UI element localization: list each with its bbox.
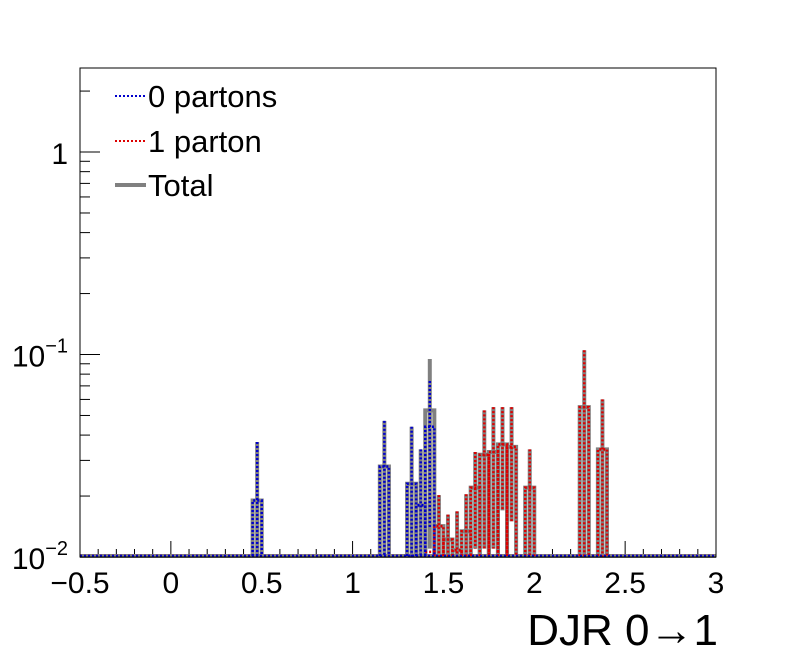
- histogram-bin: [433, 524, 445, 556]
- x-tick-label: 2.5: [604, 567, 646, 600]
- series-0: [80, 380, 716, 558]
- x-tick-label: −0.5: [50, 567, 109, 600]
- histogram-bin: [523, 486, 536, 556]
- y-tick-label: 1: [51, 138, 68, 171]
- tick-labels: −0.5 0 0.5 1 1.5 2 2.5 3 10−2 10−1 1: [12, 138, 725, 600]
- histogram-bin: [378, 465, 391, 556]
- histogram-bin: [251, 499, 263, 556]
- legend-label: Total: [148, 168, 213, 203]
- x-tick-label: 0.5: [241, 567, 283, 600]
- x-tick-label: 1: [344, 567, 361, 600]
- series-layer: [80, 350, 716, 558]
- legend: 0 partons 1 parton Total: [115, 79, 277, 203]
- legend-label: 1 parton: [148, 124, 262, 159]
- y-tick-label: 10−2: [12, 538, 68, 576]
- plot-frame: [79, 67, 717, 558]
- x-tick-label: 0: [163, 567, 180, 600]
- x-tick-label: 1.5: [423, 567, 465, 600]
- histogram-bin: [424, 550, 436, 556]
- x-tick-label: 3: [708, 567, 725, 600]
- y-tick-label: 10−1: [12, 336, 68, 374]
- histogram-bin: [451, 548, 463, 556]
- histogram-bin: [469, 486, 482, 556]
- legend-label: 0 partons: [148, 79, 277, 114]
- x-tick-label: 2: [526, 567, 543, 600]
- histogram-bin: [505, 445, 518, 556]
- x-axis-label: DJR 0→1: [527, 606, 718, 655]
- histogram-bin: [596, 448, 609, 556]
